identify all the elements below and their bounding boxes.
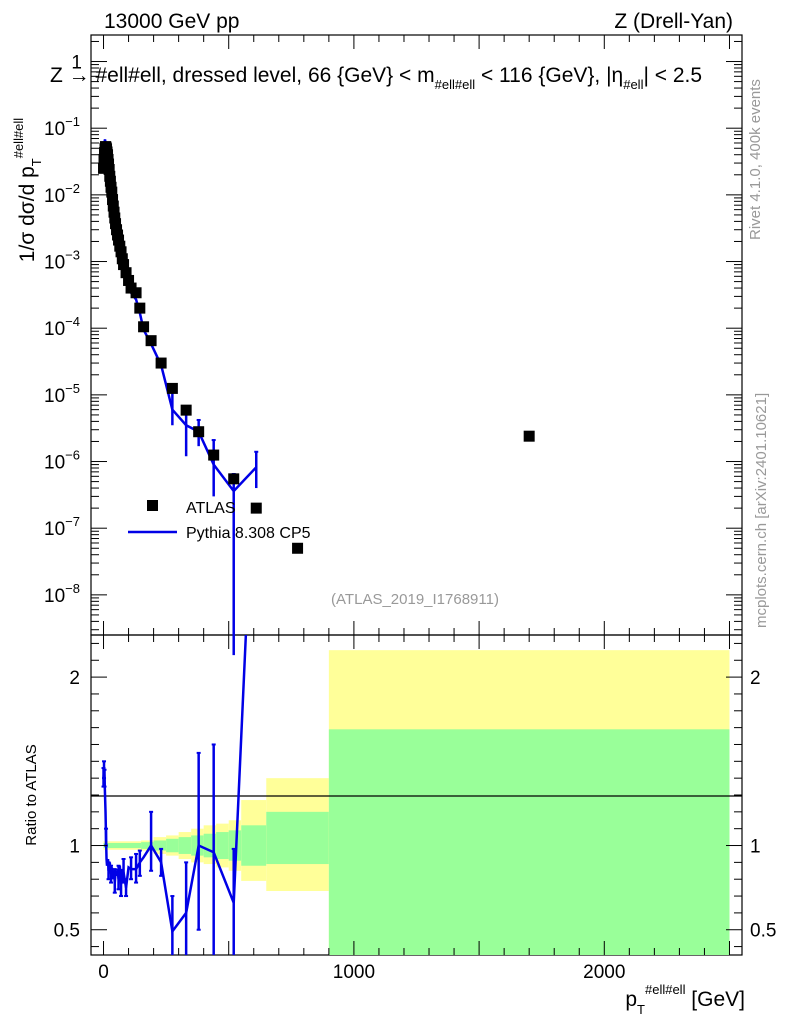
x-tick-label-2: 2000 bbox=[583, 962, 625, 983]
data-point-32 bbox=[134, 302, 146, 314]
mcplots-label: mcplots.cern.ch [arXiv:2401.10621] bbox=[753, 393, 770, 628]
band-inner-9 bbox=[241, 825, 267, 866]
mc-line bbox=[102, 139, 258, 494]
data-point-17 bbox=[107, 200, 119, 212]
ratio-mc-line bbox=[102, 634, 248, 935]
data-point-31 bbox=[130, 287, 142, 299]
mc-error-bars bbox=[170, 387, 259, 656]
band-inner-1 bbox=[141, 842, 154, 849]
ratio-y-tick-label-right-1: 1 bbox=[750, 837, 761, 858]
ratio-y-tick-label-left-2: 2 bbox=[69, 668, 80, 689]
band-inner-0 bbox=[103, 843, 142, 849]
data-point-24 bbox=[114, 240, 126, 252]
main-y-tick-label-0: 10−8 bbox=[44, 581, 80, 607]
main-y-tick-label-7: 10−1 bbox=[44, 114, 80, 140]
data-point-33 bbox=[138, 321, 150, 333]
data-point-11 bbox=[103, 164, 115, 176]
data-point-40 bbox=[228, 473, 240, 485]
main-y-tick-label-3: 10−5 bbox=[44, 381, 80, 407]
band-inner-4 bbox=[178, 837, 192, 854]
data-point-27 bbox=[118, 259, 130, 271]
ratio-y-tick-label-right-0: 0.5 bbox=[750, 921, 776, 942]
data-point-37 bbox=[180, 404, 192, 416]
band-inner-7 bbox=[216, 832, 229, 859]
main-y-tick-label-6: 10−2 bbox=[44, 181, 80, 207]
data-point-20 bbox=[110, 218, 122, 230]
main-y-tick-label-1: 10−7 bbox=[44, 514, 80, 540]
data-point-29 bbox=[123, 274, 135, 286]
ratio-uncertainty-bands bbox=[103, 650, 730, 955]
x-tick-label-0: 0 bbox=[98, 962, 109, 983]
main-y-tick-label-2: 10−6 bbox=[44, 448, 80, 474]
data-point-34 bbox=[145, 335, 157, 347]
ratio-y-axis-label: Ratio to ATLAS bbox=[23, 744, 40, 845]
data-point-23 bbox=[113, 234, 125, 246]
legend-data-label: ATLAS bbox=[186, 500, 236, 517]
data-point-36 bbox=[166, 382, 178, 394]
band-inner-11 bbox=[328, 729, 730, 955]
data-point-42 bbox=[292, 542, 304, 554]
legend-data-marker bbox=[147, 500, 158, 511]
band-inner-10 bbox=[266, 811, 329, 865]
data-point-43 bbox=[523, 430, 535, 442]
analysis-watermark: (ATLAS_2019_I1768911) bbox=[331, 591, 499, 608]
data-points bbox=[98, 141, 535, 554]
data-point-16 bbox=[107, 194, 119, 206]
data-point-15 bbox=[106, 186, 118, 198]
data-point-25 bbox=[115, 246, 127, 258]
main-y-tick-label-8: 1 bbox=[71, 53, 82, 74]
axis-tick-labels: 0 1000 2000 10−8 10−7 10−6 10−5 10−4 10−3 10−2 10−… bbox=[44, 53, 776, 983]
data-point-19 bbox=[109, 212, 121, 224]
axis-ticks bbox=[91, 35, 742, 955]
legend-mc-label: Pythia 8.308 CP5 bbox=[186, 525, 311, 542]
data-point-18 bbox=[108, 206, 120, 218]
main-y-axis-label: 1/σ dσ/d pT#ell#ell bbox=[11, 118, 44, 263]
data-point-13 bbox=[104, 175, 116, 187]
main-panel-frame bbox=[90, 34, 743, 636]
band-inner-3 bbox=[166, 838, 179, 853]
collision-label: 13000 GeV pp bbox=[104, 10, 239, 33]
ratio-y-tick-label-right-2: 2 bbox=[750, 668, 761, 689]
ratio-y-tick-label-left-0: 0.5 bbox=[54, 921, 80, 942]
band-inner-2 bbox=[153, 840, 167, 851]
data-point-28 bbox=[120, 267, 132, 279]
x-axis-label: pT#ell#ell [GeV] bbox=[625, 982, 745, 1017]
rivet-version-label: Rivet 4.1.0, 400k events bbox=[747, 79, 764, 240]
data-point-41 bbox=[250, 502, 262, 514]
plot-title: Z → #ell#ell, dressed level, 66 {GeV} < … bbox=[50, 64, 702, 92]
process-label: Z (Drell-Yan) bbox=[614, 10, 733, 33]
x-tick-label-1: 1000 bbox=[333, 962, 375, 983]
data-point-38 bbox=[193, 426, 205, 438]
band-inner-8 bbox=[228, 830, 242, 861]
legend: ATLAS Pythia 8.308 CP5 bbox=[128, 500, 311, 542]
data-point-35 bbox=[155, 357, 167, 369]
main-y-tick-label-5: 10−3 bbox=[44, 248, 80, 274]
main-y-tick-label-4: 10−4 bbox=[44, 314, 80, 340]
data-point-26 bbox=[116, 253, 128, 265]
data-point-39 bbox=[208, 449, 220, 461]
ratio-y-tick-label-left-1: 1 bbox=[69, 837, 80, 858]
